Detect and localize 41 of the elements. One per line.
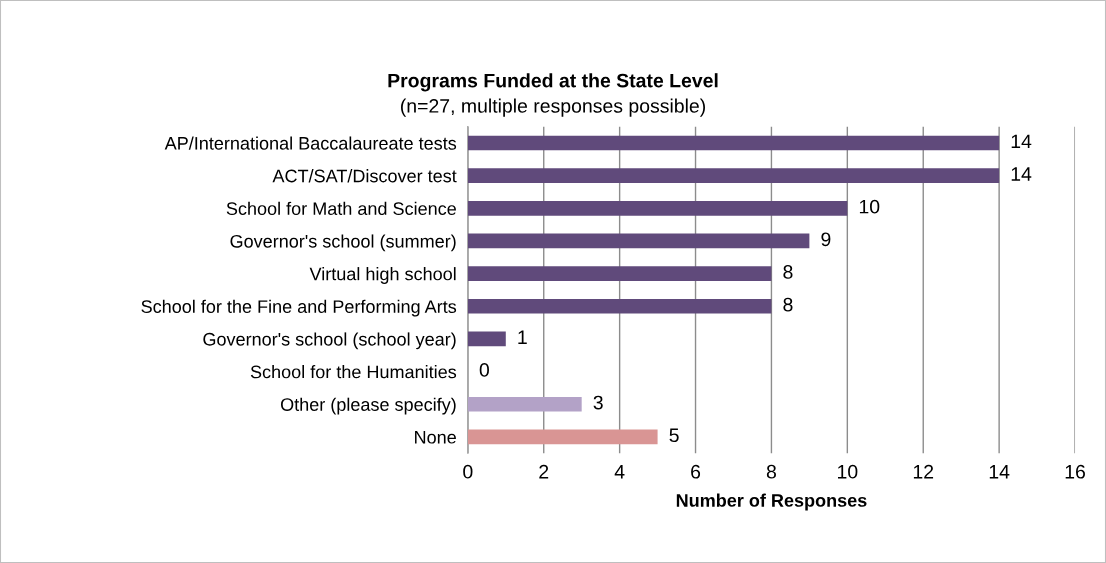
y-tick-label: School for the Fine and Performing Arts	[141, 299, 457, 317]
x-tick-label: 12	[913, 464, 934, 479]
y-tick-label: School for Math and Science	[226, 201, 456, 216]
data-label: 1	[518, 330, 527, 344]
y-tick-label: None	[415, 431, 456, 444]
x-tick-label: 4	[614, 465, 625, 479]
y-tick-label: School for the Humanities	[250, 365, 457, 379]
bar	[467, 168, 1000, 183]
bar	[467, 200, 848, 216]
data-label: 8	[783, 297, 793, 312]
y-tick-label: Virtual high school	[309, 267, 456, 284]
chart-subtitle: (n=27, multiple responses possible)	[401, 98, 706, 117]
y-tick-label: AP/International Baccalaureate tests	[164, 136, 457, 150]
x-tick-label: 2	[539, 464, 549, 479]
y-tick-label: ACT/SAT/Discover test	[272, 169, 457, 183]
bar	[467, 233, 810, 249]
data-label: 5	[669, 428, 679, 443]
data-label: 0	[479, 363, 489, 377]
x-tick-label: 6	[691, 464, 701, 479]
y-tick-label: Other (please specify)	[280, 397, 456, 415]
bar	[467, 396, 582, 412]
y-tick-label: Governor's school (school year)	[203, 332, 456, 350]
data-label: 9	[821, 232, 831, 247]
chart-title: Programs Funded at the State Level	[388, 73, 718, 92]
data-label: 14	[1011, 167, 1032, 181]
bar	[467, 135, 1000, 151]
x-tick-label: 8	[766, 464, 776, 479]
bar	[467, 266, 772, 281]
x-tick-label: 10	[838, 464, 858, 479]
data-label: 3	[593, 395, 603, 410]
x-tick-label: 0	[463, 464, 473, 479]
bar	[467, 429, 658, 445]
bar	[467, 331, 506, 347]
data-label: 10	[859, 199, 880, 214]
x-tick-label: 16	[1065, 464, 1085, 479]
data-label: 14	[1011, 134, 1032, 149]
data-label: 8	[783, 265, 793, 279]
bar	[467, 298, 772, 314]
x-axis-title: Number of Responses	[676, 493, 867, 511]
y-tick-label: Governor's school (summer)	[230, 234, 456, 252]
x-tick-label: 14	[989, 465, 1010, 479]
